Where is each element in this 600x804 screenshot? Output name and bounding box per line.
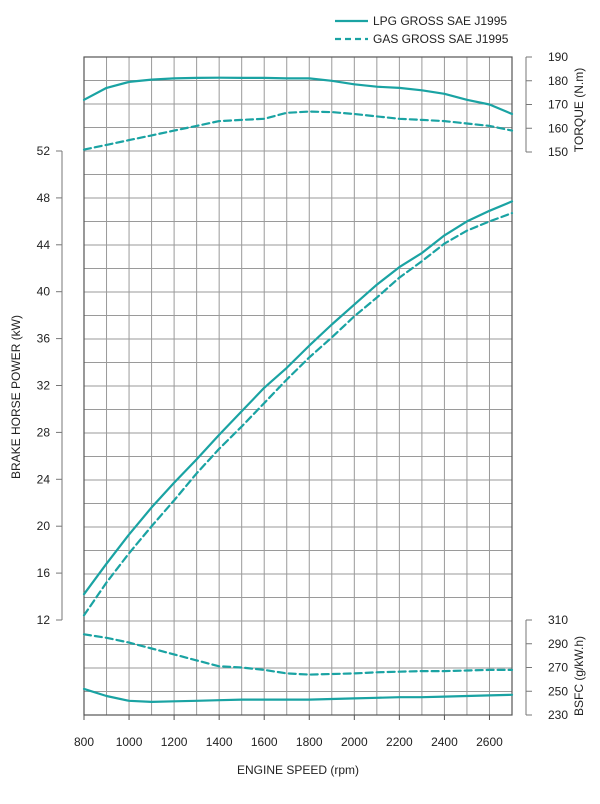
power-y-tick-label: 36 — [37, 332, 51, 346]
series-lines — [82, 76, 514, 704]
torque-axis-title: TORQUE (N.m) — [572, 68, 586, 152]
x-tick-label: 1200 — [161, 735, 188, 749]
bsfc-y-tick-label: 310 — [548, 613, 568, 627]
x-tick-label: 1000 — [116, 735, 143, 749]
x-tick-label: 1800 — [296, 735, 323, 749]
power-y-tick-label: 48 — [37, 191, 51, 205]
x-tick-label: 2400 — [431, 735, 458, 749]
power-y-tick-label: 20 — [37, 519, 51, 533]
power-y-tick-label: 32 — [37, 379, 51, 393]
torque-lpg-line — [82, 76, 514, 116]
x-tick-label: 2600 — [476, 735, 503, 749]
legend: LPG GROSS SAE J1995 GAS GROSS SAE J1995 — [335, 14, 509, 46]
bsfc-axis-title: BSFC (g/kW.h) — [572, 636, 586, 716]
torque-y-tick-label: 150 — [548, 145, 568, 159]
axes: 800 1000 1200 1400 1600 1800 2000 2200 2400 2600 1… — [37, 50, 569, 749]
grid — [83, 56, 513, 716]
bsfc-lpg-line — [82, 687, 514, 704]
plot-frame — [83, 56, 513, 716]
power-y-tick-label: 40 — [37, 285, 51, 299]
power-y-tick-label: 16 — [37, 566, 51, 580]
x-tick-label: 2200 — [386, 735, 413, 749]
x-axis-title: ENGINE SPEED (rpm) — [237, 763, 359, 777]
x-tick-label: 1400 — [206, 735, 233, 749]
torque-y-tick-label: 180 — [548, 74, 568, 88]
x-tick-label: 1600 — [251, 735, 278, 749]
bsfc-y-tick-label: 290 — [548, 637, 568, 651]
torque-gas-line — [82, 110, 514, 151]
power-y-tick-label: 28 — [37, 425, 51, 439]
bsfc-y-tick-label: 270 — [548, 661, 568, 675]
legend-label-lpg: LPG GROSS SAE J1995 — [373, 14, 507, 28]
x-tick-label: 2000 — [341, 735, 368, 749]
power-y-tick-label: 12 — [37, 613, 51, 627]
bsfc-gas-line — [82, 633, 514, 676]
power-y-tick-label: 24 — [37, 472, 51, 486]
torque-y-tick-label: 190 — [548, 50, 568, 64]
power-y-tick-label: 44 — [37, 238, 51, 252]
x-tick-label: 800 — [74, 735, 94, 749]
power-gas-line — [82, 212, 514, 617]
power-axis-title: BRAKE HORSE POWER (kW) — [9, 315, 23, 479]
bsfc-y-tick-label: 250 — [548, 684, 568, 698]
power-y-tick-label: 52 — [37, 144, 51, 158]
power-lpg-line — [82, 200, 514, 596]
bsfc-y-tick-label: 230 — [548, 708, 568, 722]
torque-y-tick-label: 170 — [548, 98, 568, 112]
torque-y-tick-label: 160 — [548, 121, 568, 135]
legend-label-gas: GAS GROSS SAE J1995 — [373, 32, 509, 46]
